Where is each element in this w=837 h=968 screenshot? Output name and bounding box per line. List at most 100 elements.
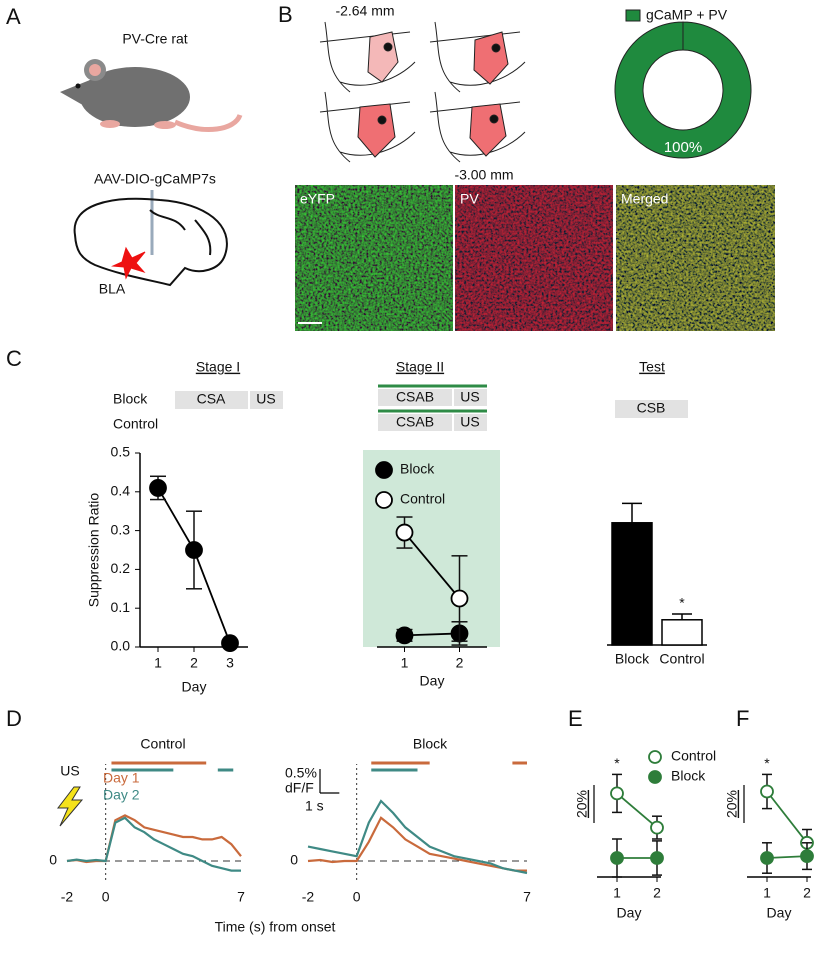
data-point <box>221 634 239 653</box>
panel-background <box>363 450 500 647</box>
x-tick-label: -2 <box>302 889 315 905</box>
panel-label: A <box>6 4 21 29</box>
legend-label: Control <box>400 491 445 507</box>
data-point <box>800 849 814 863</box>
pie-slice <box>614 21 752 159</box>
x-tick-label: 2 <box>653 885 661 901</box>
scale-label: 1 s <box>305 798 324 814</box>
legend-marker <box>648 770 662 784</box>
data-line <box>66 816 241 872</box>
x-tick-label: 2 <box>190 655 198 671</box>
x-tick-label: Control <box>659 651 704 667</box>
data-line <box>766 790 808 844</box>
data-point <box>760 784 774 799</box>
x-axis-label: Day <box>182 679 207 695</box>
y-axis-label: dF/F <box>285 780 314 796</box>
x-tick-label: -2 <box>61 889 74 905</box>
x-tick-label: 3 <box>226 655 234 671</box>
legend-label: Control <box>671 748 716 764</box>
y-tick-label: 0 <box>290 852 298 868</box>
shock-icon <box>56 786 84 827</box>
data-line <box>403 531 461 600</box>
stimulus-label: CSA <box>197 391 226 407</box>
data-line <box>307 799 528 875</box>
x-tick-label: 7 <box>237 889 245 905</box>
stimulus-label: CSAB <box>396 389 434 405</box>
x-tick-label: 7 <box>523 889 531 905</box>
data-point <box>650 851 664 865</box>
stimulus-box <box>378 389 452 406</box>
y-axis-label: Suppression Ratio <box>86 493 102 608</box>
x-tick-label: 1 <box>401 655 409 671</box>
y-tick-label: 0 <box>49 852 57 868</box>
x-tick-label: 1 <box>154 655 162 671</box>
stimulus-box <box>175 391 248 409</box>
x-axis-label: Day <box>617 905 642 921</box>
image-label: eYFP <box>300 191 335 207</box>
x-tick-label: 2 <box>803 885 811 901</box>
atlas-sections <box>319 21 526 163</box>
level-label: -2.64 mm <box>335 3 394 19</box>
data-point <box>610 851 624 865</box>
x-tick-label: 0 <box>102 889 110 905</box>
data-point <box>395 523 414 542</box>
data-point <box>395 626 414 645</box>
stimulus-box <box>378 414 452 431</box>
data-line <box>307 816 527 872</box>
panel-label: F <box>736 706 749 731</box>
rat-illustration <box>60 59 243 132</box>
x-tick-label: 0 <box>353 889 361 905</box>
y-tick-label: 0.2 <box>111 560 131 576</box>
brain-illustration <box>73 190 228 287</box>
panel-label: B <box>278 2 293 27</box>
level-label: -3.00 mm <box>454 167 513 183</box>
group-label: Block <box>113 391 148 407</box>
panel-label: E <box>568 706 583 731</box>
micrograph-texture <box>455 185 613 331</box>
legend-label: Block <box>400 461 435 477</box>
x-tick-label: 1 <box>613 885 621 901</box>
data-point <box>760 851 774 865</box>
y-tick-label: 0.0 <box>111 638 131 654</box>
legend-label: gCaMP + PV <box>646 7 728 23</box>
panel-label: D <box>6 706 22 731</box>
legend-label: Day 1 <box>103 770 140 786</box>
data-point <box>610 786 624 801</box>
y-tick-label: 0.1 <box>111 599 131 615</box>
stimulus-label: US <box>60 763 79 779</box>
significance-label: * <box>764 755 770 771</box>
data-line <box>404 632 460 637</box>
chart-title: Test <box>639 359 665 375</box>
stimulus-box <box>454 414 487 431</box>
y-tick-label: 0.3 <box>111 521 131 537</box>
scale-label: 20% <box>574 790 590 818</box>
group-label: Control <box>113 416 158 432</box>
region-label: BLA <box>99 281 126 297</box>
data-line <box>616 792 658 829</box>
stimulus-label: CSB <box>637 400 666 416</box>
scale-label: 0.5% <box>285 765 317 781</box>
chart-title: Control <box>140 736 185 752</box>
stimulus-label: US <box>460 414 479 430</box>
legend-label: Block <box>671 768 706 784</box>
legend-marker <box>648 750 662 764</box>
legend-label: Day 2 <box>103 787 140 803</box>
data-point <box>185 541 203 559</box>
bar <box>661 619 703 646</box>
micrograph-texture <box>616 185 775 331</box>
stimulus-label: US <box>460 389 479 405</box>
image-label: Merged <box>621 191 668 207</box>
chart-title: Block <box>413 736 448 752</box>
x-tick-label: 1 <box>763 885 771 901</box>
value-label: 100% <box>664 139 702 156</box>
legend-swatch <box>625 9 641 22</box>
panel-label: C <box>6 346 22 371</box>
significance-label: * <box>614 755 620 771</box>
chart-title: Stage I <box>196 359 240 375</box>
x-tick-label: Block <box>615 651 650 667</box>
legend-marker <box>375 461 393 479</box>
stimulus-label: US <box>256 391 275 407</box>
x-axis-label: Day <box>767 905 792 921</box>
data-point <box>149 479 167 497</box>
data-point <box>650 820 664 835</box>
